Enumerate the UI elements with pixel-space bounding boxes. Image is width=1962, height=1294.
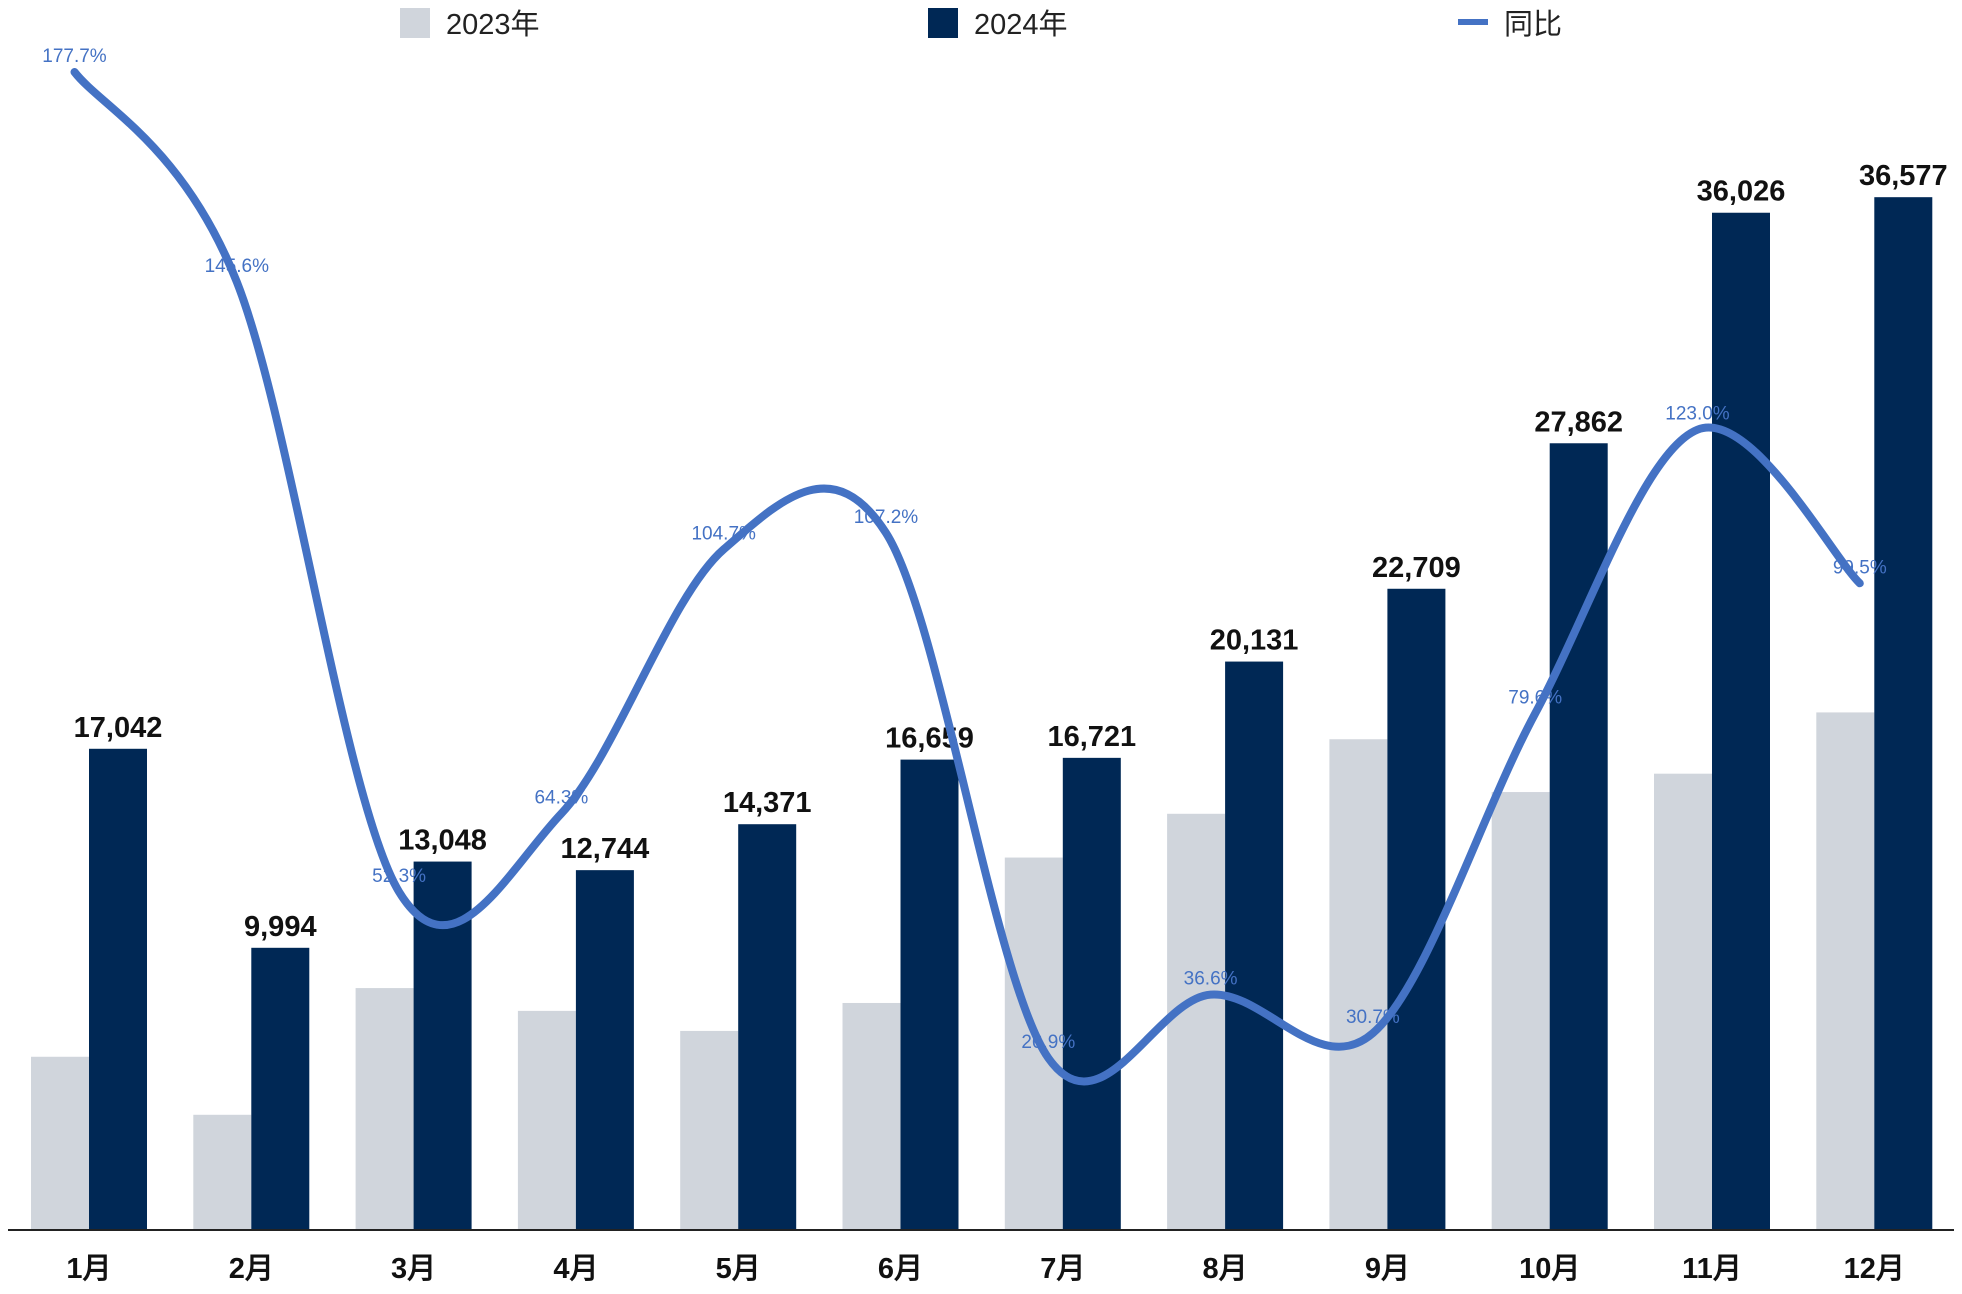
- x-tick-label-10: 10月: [1519, 1253, 1580, 1285]
- legend-swatch: [400, 8, 430, 38]
- bar-2024-11: [1712, 212, 1770, 1231]
- bar-label-2024-11: 36,026: [1697, 176, 1786, 208]
- yoy-line-path: [70, 68, 1864, 1086]
- bar-2024-5: [738, 824, 797, 1230]
- yoy-label-5: 104.7%: [691, 523, 756, 544]
- x-tick-label-4: 4月: [553, 1253, 598, 1285]
- bar-value-labels: 17,042 9,994 13,048 12,744 14,371 16,659 16,72…: [74, 160, 1948, 943]
- yoy-label-3: 52.3%: [372, 866, 426, 887]
- bar-2024-4: [575, 870, 634, 1230]
- bar-label-2024-5: 14,371: [723, 787, 812, 819]
- yoy-line: [70, 68, 1864, 1086]
- bar-2023-2: [193, 1114, 252, 1230]
- yoy-label-6: 107.2%: [854, 507, 919, 528]
- bar-label-2024-8: 20,131: [1210, 625, 1299, 657]
- x-tick-label-2: 2月: [229, 1253, 274, 1285]
- legend-item-2023: 2023年: [400, 8, 540, 41]
- bar-label-2024-6: 16,659: [885, 723, 974, 755]
- x-axis-ticks: 1月 2月 3月 4月 5月 6月 7月 8月 9月 10月 11月 12月: [66, 1253, 1905, 1285]
- bar-2024-7: [1062, 757, 1121, 1230]
- bar-label-2024-9: 22,709: [1372, 552, 1461, 584]
- bar-2024-6: [900, 759, 959, 1230]
- yoy-label-10: 79.6%: [1508, 687, 1562, 708]
- yoy-label-9: 30.7%: [1346, 1007, 1400, 1028]
- yoy-label-12: 99.5%: [1833, 557, 1887, 578]
- bar-2024-10: [1549, 443, 1608, 1230]
- bar-label-2024-4: 12,744: [561, 833, 650, 865]
- bar-2023-4: [517, 1010, 576, 1230]
- yoy-label-4: 64.3%: [534, 787, 588, 808]
- yoy-label-8: 36.6%: [1184, 969, 1238, 990]
- bar-2023-7: [1004, 857, 1063, 1230]
- legend: 2023年 2024年 同比: [400, 8, 1562, 41]
- bar-2023-9: [1329, 739, 1388, 1230]
- legend-label: 2024年: [974, 8, 1068, 41]
- yoy-label-2: 145.6%: [205, 256, 270, 277]
- series-2024-bars: [89, 197, 1933, 1231]
- yoy-label-1: 177.7%: [42, 46, 107, 67]
- bar-2023-12: [1816, 712, 1875, 1230]
- x-tick-label-5: 5月: [716, 1253, 761, 1285]
- bar-2023-6: [842, 1002, 901, 1230]
- x-tick-label-1: 1月: [66, 1253, 111, 1285]
- x-tick-label-11: 11月: [1682, 1253, 1742, 1285]
- bar-2024-12: [1874, 197, 1933, 1230]
- series-2023-bars: [31, 712, 1875, 1230]
- bar-2024-1: [89, 748, 147, 1230]
- bar-2024-2: [251, 947, 310, 1230]
- yoy-label-7: 26.9%: [1021, 1032, 1075, 1053]
- x-tick-label-9: 9月: [1365, 1253, 1410, 1285]
- bar-label-2024-12: 36,577: [1859, 160, 1948, 192]
- bar-label-2024-7: 16,721: [1047, 721, 1136, 753]
- bar-label-2024-3: 13,048: [398, 825, 487, 857]
- bar-2024-8: [1225, 661, 1284, 1230]
- bar-label-2024-1: 17,042: [74, 712, 163, 744]
- bar-2023-3: [355, 988, 414, 1230]
- legend-swatch: [1458, 19, 1488, 25]
- x-tick-label-7: 7月: [1040, 1253, 1085, 1285]
- bar-2024-9: [1387, 588, 1446, 1230]
- bar-2023-1: [31, 1056, 89, 1230]
- x-tick-label-12: 12月: [1844, 1253, 1905, 1285]
- x-tick-label-3: 3月: [391, 1253, 436, 1285]
- legend-item-2024: 2024年: [928, 8, 1068, 41]
- bar-2023-11: [1654, 773, 1712, 1230]
- bar-2023-8: [1167, 813, 1226, 1230]
- yoy-label-11: 123.0%: [1665, 404, 1730, 425]
- legend-label: 2023年: [446, 8, 540, 41]
- yoy-labels: 177.7% 145.6% 52.3% 64.3% 104.7% 107.2% 26.9% 3…: [42, 46, 1887, 1053]
- bar-2023-10: [1491, 792, 1550, 1230]
- x-tick-label-8: 8月: [1203, 1253, 1248, 1285]
- legend-label: 同比: [1504, 8, 1562, 41]
- legend-swatch: [928, 8, 958, 38]
- bar-label-2024-2: 9,994: [244, 911, 317, 943]
- bar-label-2024-10: 27,862: [1534, 406, 1623, 438]
- legend-item-yoy: 同比: [1458, 8, 1562, 41]
- x-tick-label-6: 6月: [878, 1253, 923, 1285]
- bar-2023-5: [680, 1030, 739, 1230]
